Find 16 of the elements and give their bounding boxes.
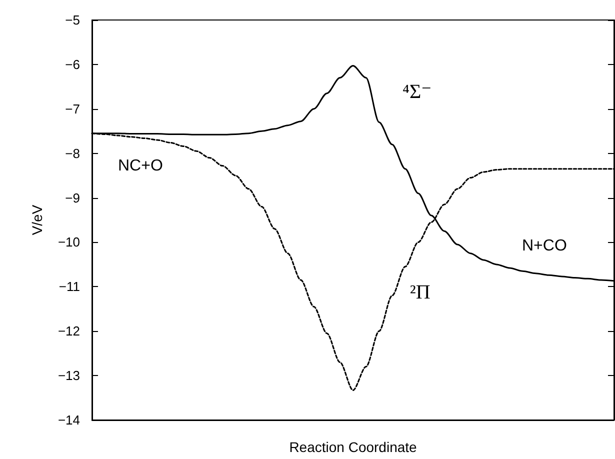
y-tick-label: −5: [65, 12, 80, 28]
y-tick-label: −10: [58, 234, 80, 250]
annotation: NC+O: [118, 158, 163, 174]
y-tick-label: −12: [58, 324, 80, 339]
annotation: N+CO: [522, 238, 567, 254]
series-label: ²Π: [410, 282, 430, 304]
series-label: ⁴Σ⁻: [402, 81, 432, 104]
y-axis-title: V/eV: [29, 204, 45, 236]
y-tick-label: −14: [58, 412, 80, 428]
y-tick-label: −11: [58, 279, 80, 294]
y-tick-label: −9: [65, 190, 80, 206]
y-tick-label: −7: [65, 101, 80, 116]
y-tick-label: −6: [65, 56, 80, 72]
x-axis-title: Reaction Coordinate: [289, 439, 418, 455]
y-tick-label: −13: [58, 368, 80, 384]
y-tick-label: −8: [65, 146, 80, 161]
